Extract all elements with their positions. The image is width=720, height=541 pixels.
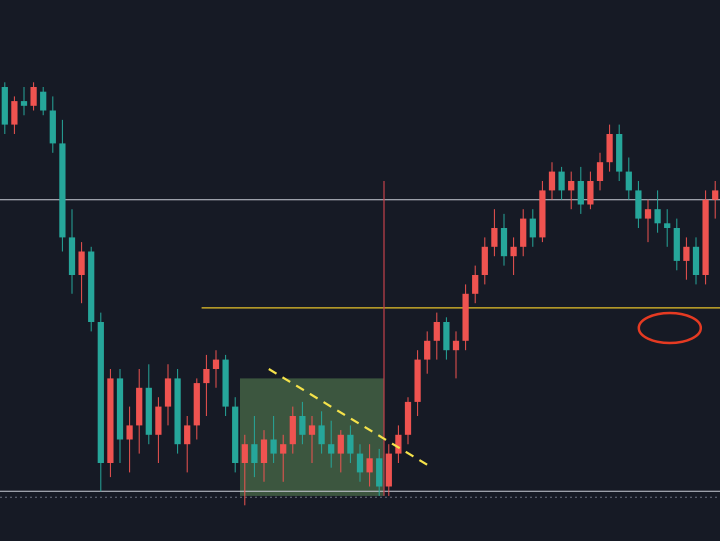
candle-down bbox=[20, 101, 28, 106]
candle-up bbox=[548, 171, 556, 191]
candle-up bbox=[414, 359, 421, 402]
candle-up bbox=[424, 340, 431, 360]
candle-down bbox=[59, 143, 66, 238]
candle-down bbox=[376, 458, 383, 487]
candle-down bbox=[558, 171, 565, 191]
candle-up bbox=[404, 401, 412, 435]
candle-up bbox=[164, 378, 172, 407]
candle-down bbox=[299, 416, 306, 435]
candle-down bbox=[222, 359, 229, 407]
candle-up bbox=[126, 425, 133, 440]
candle-up bbox=[136, 387, 143, 426]
candle-down bbox=[529, 218, 536, 238]
candle-up bbox=[539, 190, 546, 238]
candle-up bbox=[712, 190, 719, 200]
candle-up bbox=[30, 87, 37, 106]
candle-down bbox=[664, 223, 671, 228]
candle-up bbox=[78, 251, 85, 275]
candle-up bbox=[155, 406, 162, 435]
candle-up bbox=[366, 458, 373, 473]
candle-up bbox=[472, 275, 479, 294]
candle-down bbox=[232, 406, 239, 463]
candle-down bbox=[251, 444, 258, 463]
candle-up bbox=[395, 434, 402, 454]
highlight-ellipse bbox=[637, 311, 703, 345]
candle-up bbox=[452, 340, 460, 351]
candle-up bbox=[107, 378, 114, 463]
candle-down bbox=[328, 444, 335, 454]
candle-up bbox=[596, 162, 604, 181]
candle-up bbox=[568, 181, 575, 191]
candle-up bbox=[203, 369, 210, 384]
candle-up bbox=[11, 101, 18, 125]
candle-up bbox=[241, 444, 248, 463]
candle-down bbox=[347, 434, 354, 454]
candle-up bbox=[289, 416, 296, 445]
candle-up bbox=[260, 439, 268, 463]
candle-down bbox=[673, 228, 680, 261]
candle-down bbox=[116, 378, 124, 440]
candle-down bbox=[1, 87, 8, 125]
candle-down bbox=[270, 439, 277, 454]
candle-down bbox=[49, 110, 56, 144]
candle-up bbox=[510, 246, 517, 257]
candle-up bbox=[481, 246, 488, 275]
candle-up bbox=[433, 322, 440, 341]
candle-down bbox=[145, 387, 152, 435]
candle-down bbox=[443, 322, 450, 351]
candle-down bbox=[68, 237, 76, 275]
candle-up bbox=[212, 359, 220, 369]
candle-up bbox=[683, 246, 690, 261]
candle-down bbox=[174, 378, 181, 445]
candle-up bbox=[587, 181, 594, 205]
candle-up bbox=[702, 199, 709, 275]
candle-down bbox=[318, 425, 325, 445]
candle-up bbox=[193, 383, 200, 426]
candle-down bbox=[635, 190, 642, 219]
candle-down bbox=[692, 246, 700, 275]
candle-up bbox=[337, 434, 344, 454]
candle-up bbox=[520, 218, 527, 247]
candle-down bbox=[88, 251, 95, 322]
candle-up bbox=[280, 444, 287, 454]
candle-down bbox=[40, 91, 47, 111]
candle-up bbox=[644, 209, 652, 219]
candle-up bbox=[462, 293, 469, 341]
candle-up bbox=[308, 425, 316, 435]
candle-down bbox=[616, 134, 623, 172]
candle-down bbox=[500, 228, 508, 257]
candle-up bbox=[491, 228, 498, 247]
candle-down bbox=[625, 171, 632, 191]
candle-up bbox=[184, 425, 191, 445]
candle-up bbox=[606, 134, 613, 163]
candle-down bbox=[577, 181, 584, 205]
candle-up bbox=[385, 453, 392, 487]
candle-down bbox=[356, 453, 364, 473]
candle-down bbox=[97, 322, 104, 463]
candle-down bbox=[654, 209, 661, 224]
